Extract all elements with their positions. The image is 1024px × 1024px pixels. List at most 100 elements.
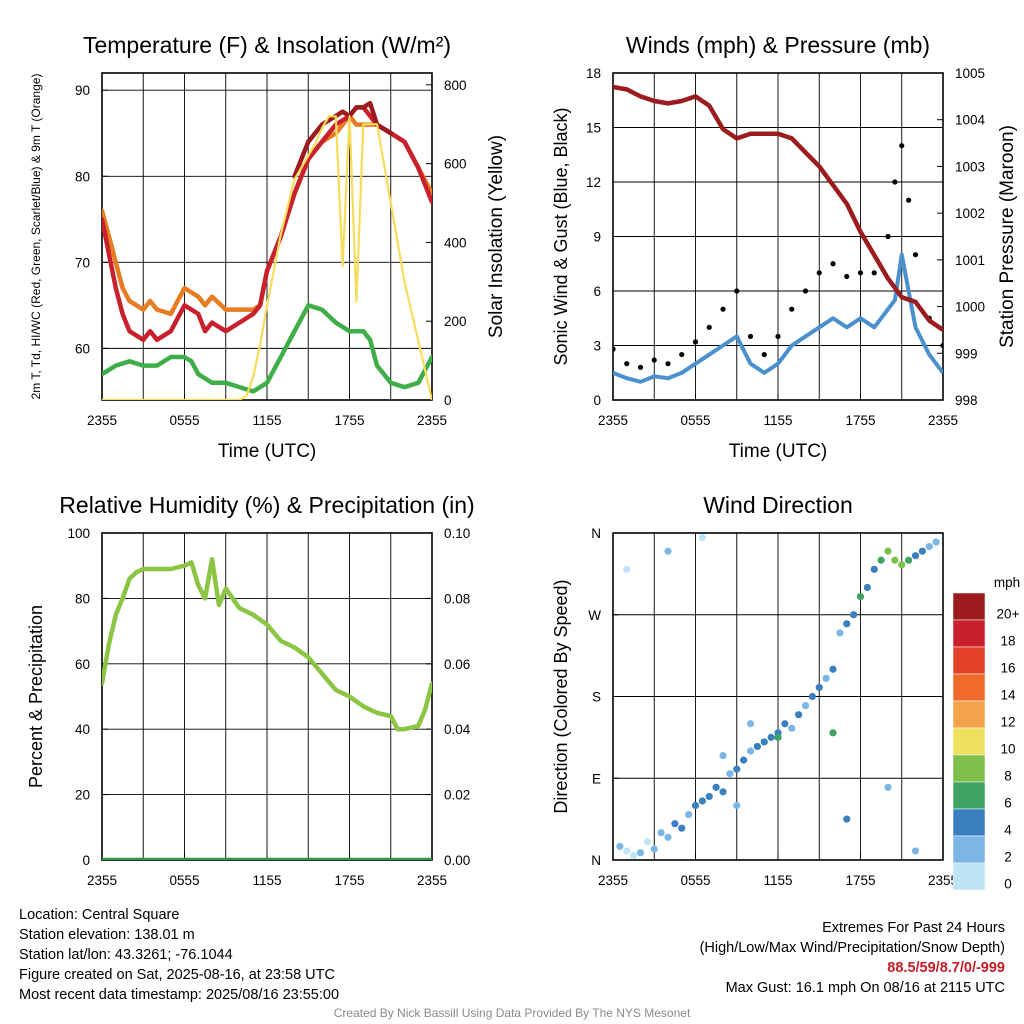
- y-axis-label: Percent & Precipitation: [26, 605, 46, 788]
- gust-point: [637, 364, 644, 370]
- chart-title: Relative Humidity (%) & Precipitation (i…: [59, 492, 474, 518]
- gust-point: [899, 143, 905, 149]
- direction-point: [630, 851, 638, 860]
- gust-point: [665, 361, 671, 367]
- data-layer: [102, 556, 432, 860]
- y2-tick-label: 998: [955, 393, 978, 408]
- direction-point: [678, 824, 686, 832]
- colorbar-label: 0: [1004, 877, 1012, 892]
- y-tick-label: 20: [75, 788, 90, 803]
- chart-title: Winds (mph) & Pressure (mb): [626, 32, 930, 58]
- extremes-values: 88.5/59/8.7/0/-999: [887, 960, 1005, 976]
- colorbar-swatch: [952, 619, 986, 648]
- colorbar-swatch: [952, 673, 986, 702]
- plot-frame: [612, 72, 944, 401]
- direction-point: [856, 592, 865, 601]
- direction-point: [932, 538, 940, 546]
- x-tick-label: 1755: [845, 873, 875, 888]
- direction-point: [664, 547, 672, 555]
- gust-point: [789, 306, 795, 312]
- y-axis-label: Direction (Colored By Speed): [551, 579, 571, 813]
- direction-point: [863, 583, 871, 592]
- direction-point: [850, 611, 858, 619]
- direction-point: [719, 788, 727, 796]
- extremes-title: Extremes For Past 24 Hours: [822, 920, 1005, 936]
- series-line-1: [102, 105, 432, 343]
- direction-point: [801, 701, 810, 710]
- colorbar-swatch: [952, 862, 986, 891]
- gust-point: [624, 361, 630, 367]
- location-text: Location: Central Square: [19, 907, 180, 923]
- direction-point: [843, 815, 851, 823]
- x-tick-label: 2355: [417, 873, 447, 888]
- gust-point: [692, 339, 699, 345]
- y-tick-label: 100: [67, 526, 90, 541]
- direction-point: [623, 847, 631, 855]
- gust-point: [885, 233, 891, 240]
- latlon-text: Station lat/lon: 43.3261; -76.1044: [19, 947, 233, 963]
- station-info: Location: Central Square Station elevati…: [19, 905, 339, 1005]
- direction-point: [774, 733, 782, 741]
- y2-tick-label: 0: [444, 393, 452, 408]
- x-tick-label: 1755: [845, 413, 875, 428]
- colorbar-label: 14: [1000, 688, 1016, 703]
- max-gust-text: Max Gust: 16.1 mph On 08/16 at 2115 UTC: [725, 980, 1005, 996]
- colorbar-label: 12: [1000, 715, 1015, 730]
- direction-point: [795, 711, 803, 719]
- colorbar-swatch: [952, 592, 986, 621]
- direction-point: [698, 797, 706, 805]
- y-tick-label: 12: [586, 175, 601, 190]
- x-tick-label: 2355: [417, 413, 447, 428]
- colorbar-swatch: [952, 808, 986, 837]
- direction-point: [884, 783, 892, 791]
- y2-tick-label: 800: [444, 78, 467, 93]
- direction-point: [884, 547, 892, 555]
- direction-point: [767, 733, 775, 741]
- y-tick-label: 0: [82, 853, 90, 868]
- gust-point: [892, 179, 898, 185]
- y-tick-label: 0: [593, 393, 601, 408]
- data-layer: [613, 84, 943, 384]
- direction-point: [898, 561, 906, 569]
- direction-point: [891, 556, 899, 564]
- y2-tick-label: 200: [444, 314, 467, 329]
- colorbar-label: 18: [1000, 634, 1015, 649]
- series-line-2: [292, 100, 394, 179]
- series-line-2: [613, 84, 943, 333]
- colorbar-label: 16: [1000, 661, 1015, 676]
- y-tick-label: 90: [75, 83, 90, 98]
- wind-speed-line: [613, 252, 943, 384]
- y2-tick-label: 1005: [955, 66, 985, 81]
- plot-frame: [612, 532, 944, 861]
- direction-point: [877, 556, 885, 564]
- direction-point: [788, 724, 796, 732]
- colorbar-label: 8: [1004, 769, 1012, 784]
- plot-frame: [101, 72, 433, 401]
- direction-point: [671, 820, 679, 828]
- gust-point: [706, 324, 712, 330]
- dir-panel: 2355 0555 1155 1755 2355 N E S W N Wind Direction D…: [551, 492, 1020, 892]
- gust-point: [679, 351, 685, 358]
- y-tick-label: W: [588, 608, 601, 623]
- gust-point: [816, 270, 822, 276]
- y-tick-label: 80: [75, 169, 90, 184]
- y2-tick-label: 1001: [955, 253, 985, 268]
- x-tick-label: 2355: [928, 413, 958, 428]
- y-tick-label: N: [591, 526, 601, 541]
- series-line-0: [102, 556, 432, 732]
- gust-point: [857, 270, 864, 276]
- x-tick-label: 2355: [87, 413, 117, 428]
- direction-point: [760, 738, 768, 746]
- x-tick-label: 2355: [598, 873, 628, 888]
- y2-tick-label: 0.10: [444, 526, 470, 541]
- y2-tick-label: 400: [444, 235, 467, 250]
- chart-title: Wind Direction: [703, 492, 853, 518]
- gust-point: [747, 333, 754, 340]
- direction-point: [746, 747, 755, 755]
- direction-point: [726, 770, 734, 778]
- y-tick-label: S: [592, 690, 601, 705]
- x-tick-label: 1155: [763, 413, 792, 428]
- direction-point: [657, 829, 665, 837]
- y2-tick-label: 0.00: [444, 853, 470, 868]
